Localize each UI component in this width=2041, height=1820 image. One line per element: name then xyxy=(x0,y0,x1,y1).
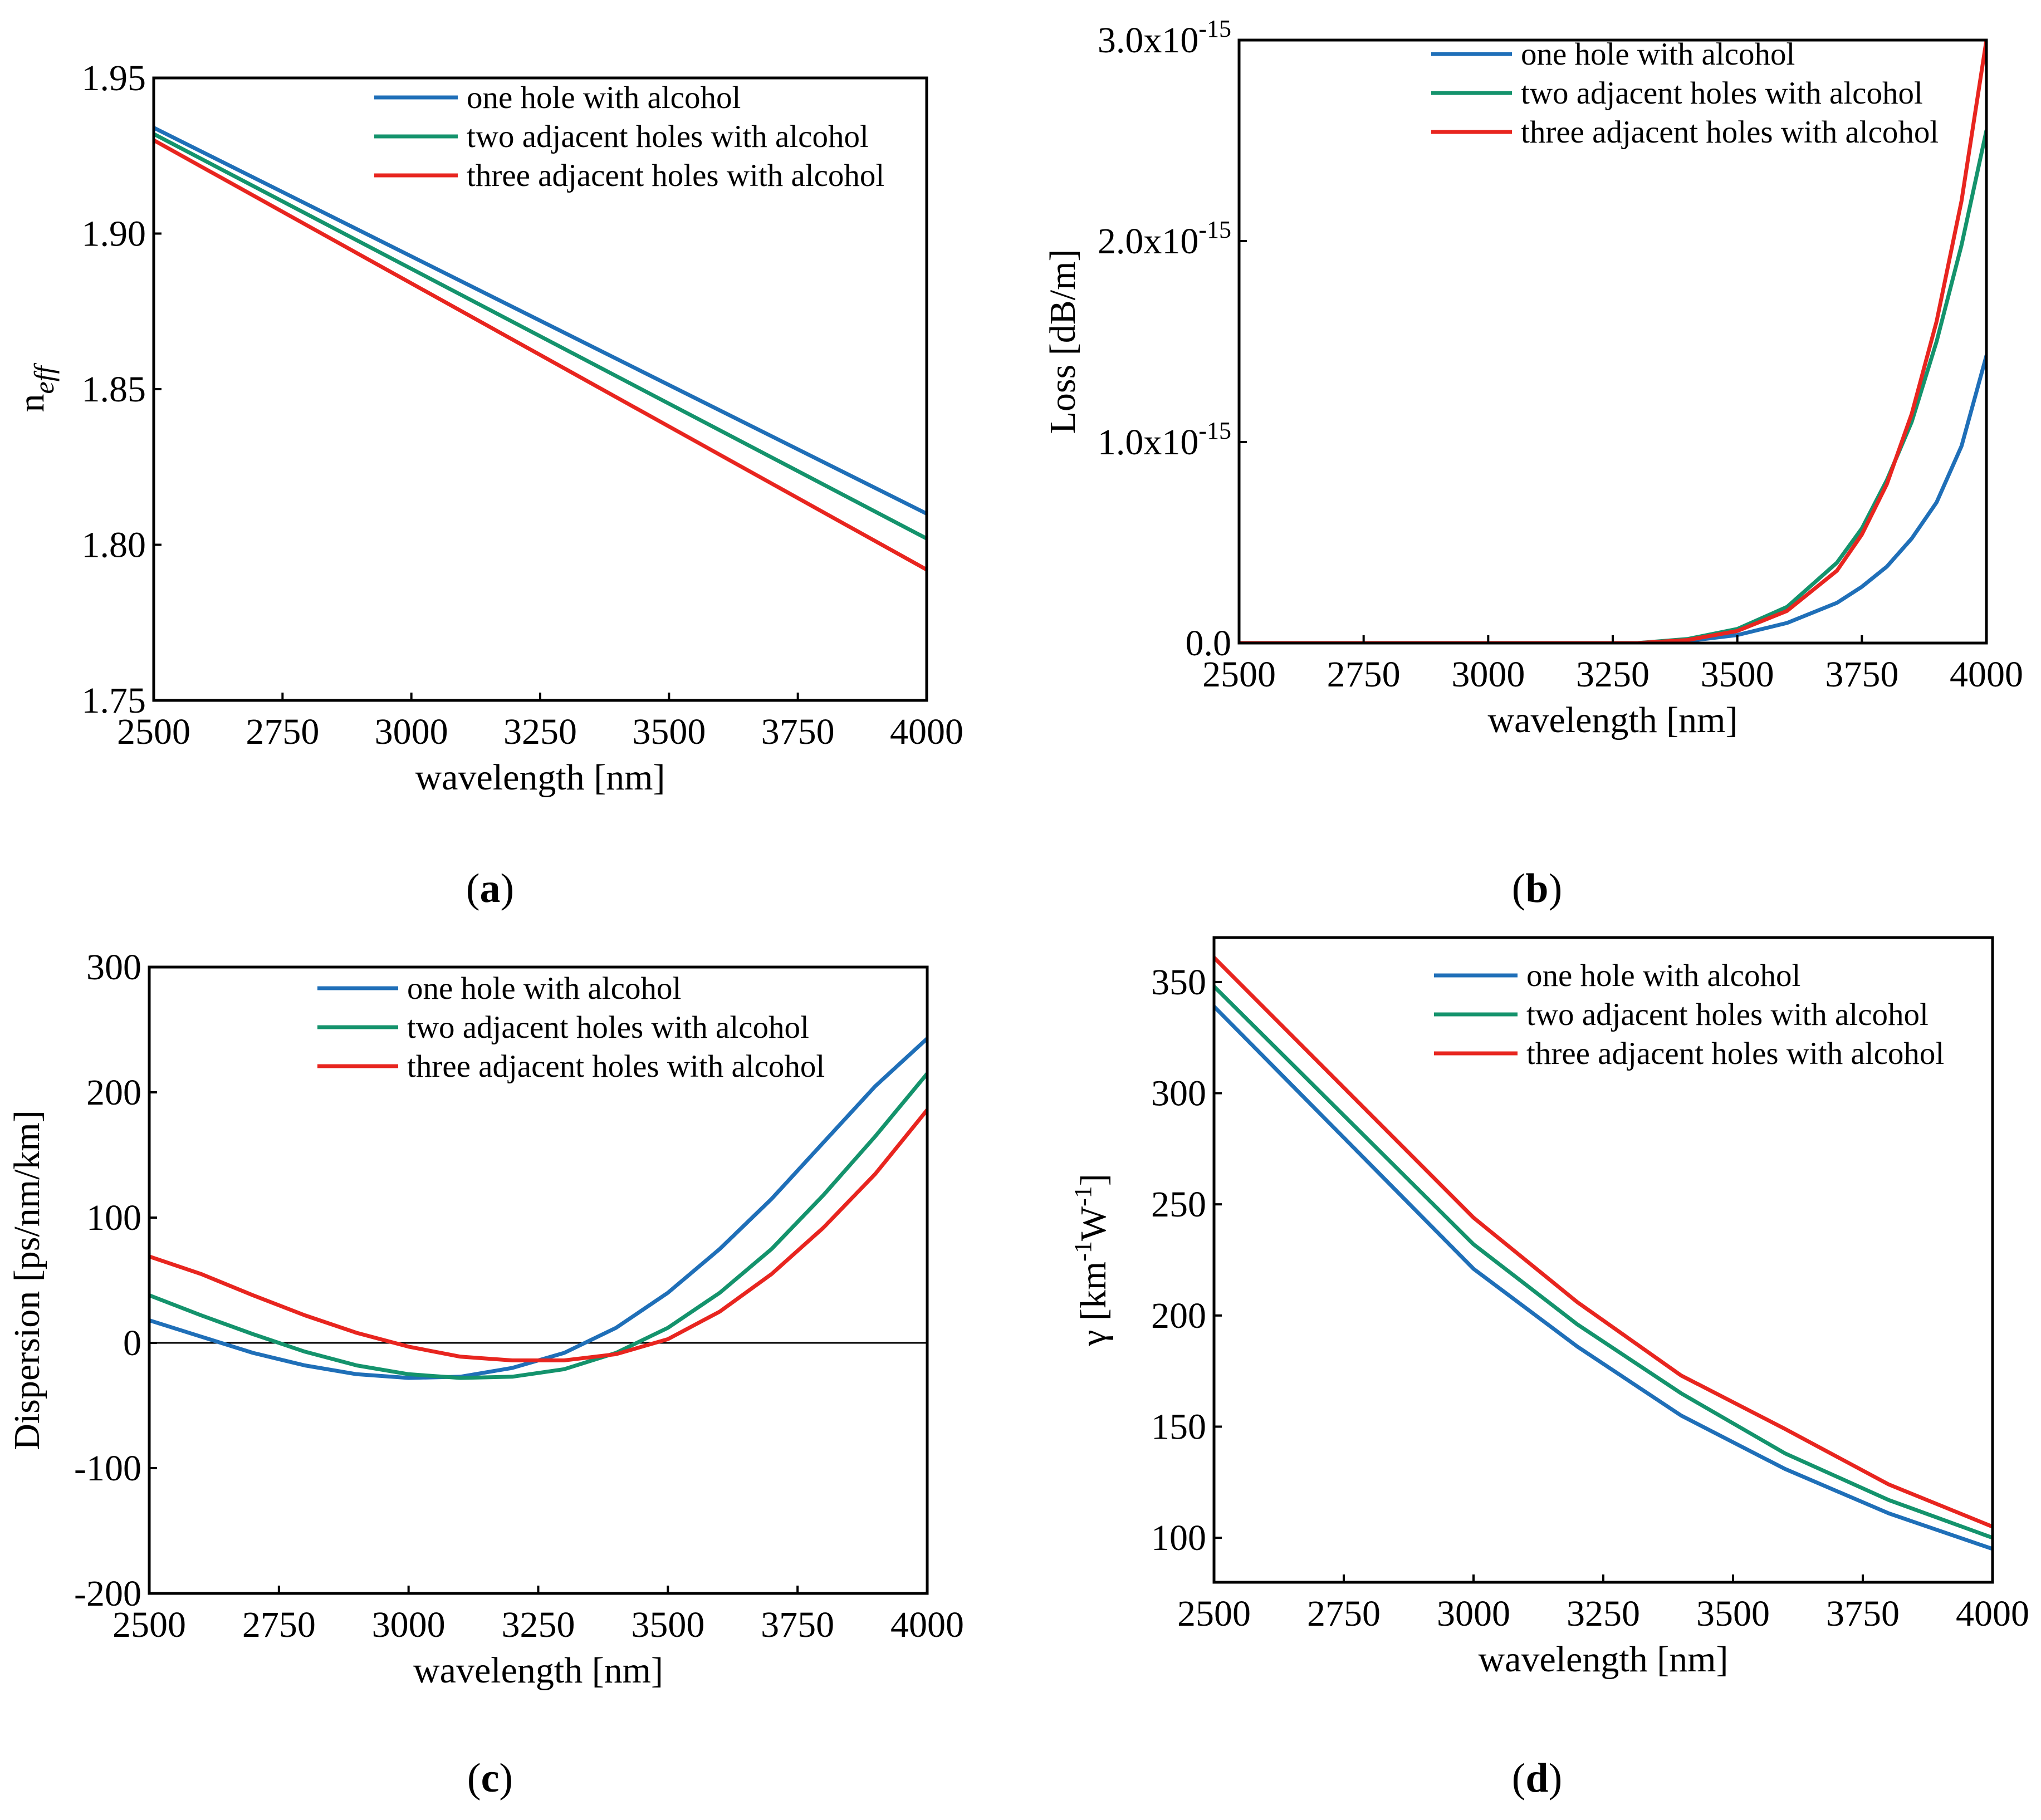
x-tick-label: 4000 xyxy=(890,712,963,752)
y-axis-label: γ [km-1W-1] xyxy=(1069,1174,1114,1347)
legend-label: one hole with alcohol xyxy=(407,971,681,1006)
series-line-2 xyxy=(154,132,927,541)
panel-label: (b) xyxy=(1512,866,1562,911)
x-tick-label: 3750 xyxy=(761,712,835,752)
x-axis-label: wavelength [nm] xyxy=(1478,1639,1728,1680)
legend-label: one hole with alcohol xyxy=(467,80,741,115)
series-line-3 xyxy=(1214,955,1993,1529)
legend-label: one hole with alcohol xyxy=(1521,37,1795,72)
x-tick-label: 2500 xyxy=(1202,654,1276,695)
series-line-1 xyxy=(1239,354,1986,643)
x-tick-label: 3250 xyxy=(1576,654,1650,695)
series-line-3 xyxy=(1239,40,1986,643)
x-tick-label: 4000 xyxy=(890,1605,964,1645)
legend-label: two adjacent holes with alcohol xyxy=(1521,76,1923,111)
y-tick-label: 1.90 xyxy=(82,214,146,254)
series-line-3 xyxy=(154,138,927,572)
legend: one hole with alcohol two adjacent holes … xyxy=(317,971,825,1084)
y-tick-label: 1.80 xyxy=(82,525,146,566)
series-line-1 xyxy=(1214,1004,1993,1551)
panel-c: 2500 2750 3000 3250 3500 3750 4000 -200 -100 0 100… xyxy=(7,947,964,1801)
x-tick-label: 3250 xyxy=(503,712,577,752)
x-tick-label: 3500 xyxy=(632,712,706,752)
y-tick-label: 1.75 xyxy=(82,680,146,721)
x-axis-label: wavelength [nm] xyxy=(413,1650,663,1691)
legend: one hole with alcohol two adjacent holes … xyxy=(1431,37,1939,150)
y-tick-label: 0 xyxy=(123,1323,141,1363)
x-tick-label: 3500 xyxy=(1696,1593,1770,1634)
legend-label: two adjacent holes with alcohol xyxy=(1526,997,1929,1032)
legend: one hole with alcohol two adjacent holes … xyxy=(374,80,884,193)
x-tick-label: 2750 xyxy=(242,1605,316,1645)
y-tick-label: 200 xyxy=(86,1072,141,1113)
x-tick-label: 4000 xyxy=(1950,654,2023,695)
x-tick-label: 3000 xyxy=(375,712,448,752)
y-tick-label: 3.0x10-15 xyxy=(1098,15,1231,61)
y-axis-label: Loss [dB/m] xyxy=(1042,249,1083,434)
series-line-2 xyxy=(1239,129,1986,643)
y-tick-label: -100 xyxy=(74,1448,141,1489)
series-line-2 xyxy=(149,1071,927,1380)
y-tick-label: 300 xyxy=(86,947,141,988)
x-tick-label: 3500 xyxy=(631,1605,704,1645)
x-tick-label: 3000 xyxy=(1437,1593,1510,1634)
x-tick-label: 2500 xyxy=(117,712,190,752)
x-axis-label: wavelength [nm] xyxy=(415,757,665,798)
panel-label: (c) xyxy=(467,1755,513,1801)
y-axis-label: neff xyxy=(11,362,60,412)
panel-a: 2500 2750 3000 3250 3500 3750 4000 1.75 1.80 1.85… xyxy=(11,58,963,911)
legend-label: one hole with alcohol xyxy=(1526,958,1800,993)
legend-label: three adjacent holes with alcohol xyxy=(467,158,884,193)
y-tick-label: 100 xyxy=(86,1198,141,1238)
y-tick-label: 0.0 xyxy=(1186,623,1232,664)
y-tick-label: 1.95 xyxy=(82,58,146,99)
series-line-1 xyxy=(154,125,927,516)
legend-label: two adjacent holes with alcohol xyxy=(467,119,869,154)
x-tick-label: 3750 xyxy=(1825,654,1898,695)
series-line-3 xyxy=(149,1108,927,1362)
x-axis-label: wavelength [nm] xyxy=(1487,700,1737,740)
panel-label: (a) xyxy=(466,866,514,911)
y-tick-label: 100 xyxy=(1151,1518,1206,1558)
x-tick-label: 2500 xyxy=(112,1605,186,1645)
y-tick-label: 150 xyxy=(1151,1406,1206,1447)
y-axis-label: Dispersion [ps/nm/km] xyxy=(7,1110,47,1450)
x-tick-label: 2500 xyxy=(1177,1593,1251,1634)
x-tick-label: 3250 xyxy=(1567,1593,1640,1634)
x-tick-label: 3500 xyxy=(1701,654,1774,695)
panel-label: (d) xyxy=(1512,1755,1562,1801)
panel-b: 2500 2750 3000 3250 3500 3750 4000 0.0 1.0x10-15… xyxy=(1042,15,2023,911)
y-tick-label: 250 xyxy=(1151,1184,1206,1225)
y-tick-label: 1.85 xyxy=(82,369,146,410)
panel-d: 2500 2750 3000 3250 3500 3750 4000 100 150 200 250… xyxy=(1069,936,2029,1801)
x-tick-label: 3000 xyxy=(1451,654,1525,695)
x-tick-label: 3750 xyxy=(761,1605,834,1645)
legend: one hole with alcohol two adjacent holes … xyxy=(1434,958,1944,1071)
legend-label: three adjacent holes with alcohol xyxy=(407,1049,825,1084)
plot-frame xyxy=(1212,936,1994,1584)
y-tick-label: 200 xyxy=(1151,1296,1206,1336)
y-tick-label: 1.0x10-15 xyxy=(1098,417,1231,463)
x-tick-label: 3750 xyxy=(1826,1593,1900,1634)
legend-label: three adjacent holes with alcohol xyxy=(1526,1036,1944,1071)
x-tick-label: 3000 xyxy=(372,1605,446,1645)
x-tick-label: 2750 xyxy=(1327,654,1401,695)
x-tick-label: 3250 xyxy=(502,1605,575,1645)
x-tick-label: 4000 xyxy=(1956,1593,2029,1634)
series-line-2 xyxy=(1214,984,1993,1540)
y-tick-label: 350 xyxy=(1151,962,1206,1003)
y-tick-label: 2.0x10-15 xyxy=(1098,216,1231,262)
legend-label: two adjacent holes with alcohol xyxy=(407,1010,809,1045)
y-tick-label: -200 xyxy=(74,1573,141,1614)
x-tick-label: 2750 xyxy=(246,712,319,752)
y-tick-label: 300 xyxy=(1151,1073,1206,1114)
x-tick-label: 2750 xyxy=(1307,1593,1381,1634)
legend-label: three adjacent holes with alcohol xyxy=(1521,115,1939,150)
